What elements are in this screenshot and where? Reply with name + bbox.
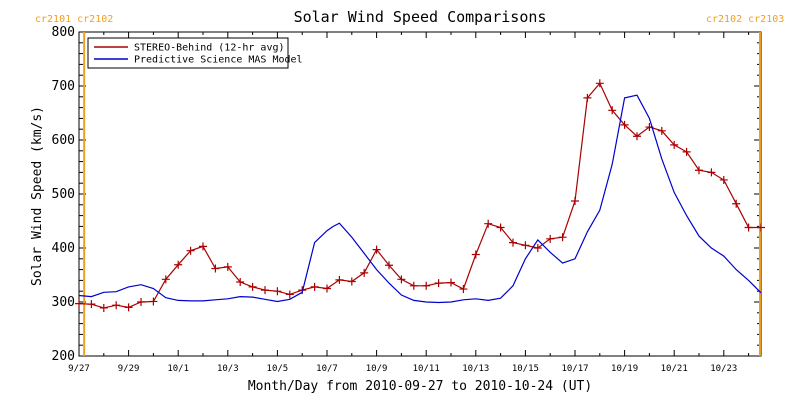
data-point	[360, 268, 369, 277]
data-point	[335, 275, 344, 284]
data-point	[434, 279, 443, 288]
x-tick-label: 10/23	[710, 364, 737, 374]
data-point	[546, 234, 555, 243]
data-point	[608, 106, 617, 115]
data-point	[471, 250, 480, 259]
data-point	[496, 223, 505, 232]
data-point	[657, 126, 666, 135]
y-tick-label: 300	[52, 295, 75, 310]
data-point	[744, 223, 753, 232]
data-point	[422, 281, 431, 290]
y-tick-label: 400	[52, 241, 75, 256]
data-point	[186, 246, 195, 255]
x-tick-label: 10/3	[217, 364, 239, 374]
x-tick-label: 9/27	[68, 364, 90, 374]
data-point	[211, 264, 220, 273]
y-axis: 200 300 400 500 600 700 800	[52, 25, 761, 364]
legend-label: Predictive Science MAS Model	[134, 55, 303, 66]
plot-frame	[78, 31, 762, 357]
carrington-marker-label: cr2101 cr2102	[35, 14, 113, 25]
x-tick-label: 10/5	[267, 364, 289, 374]
data-point	[719, 175, 728, 184]
x-tick-label: 10/1	[167, 364, 189, 374]
x-tick-label: 10/19	[611, 364, 638, 374]
x-axis: 9/27 9/29 10/1 10/3 10/5 10/7 10/9 10/11 10/13 10…	[68, 32, 750, 374]
data-point	[261, 286, 269, 295]
y-tick-label: 500	[52, 187, 75, 202]
data-point	[682, 147, 691, 156]
data-point	[533, 244, 542, 252]
data-point	[310, 282, 319, 291]
data-point	[248, 282, 257, 291]
data-point	[137, 298, 145, 306]
data-point	[509, 238, 517, 247]
x-tick-label: 10/17	[561, 364, 588, 374]
x-tick-label: 10/13	[462, 364, 489, 374]
data-point	[409, 281, 418, 290]
y-tick-label: 800	[52, 25, 75, 40]
carrington-markers: cr2101 cr2102 cr2102 cr2103	[35, 14, 784, 356]
x-tick-label: 9/29	[118, 364, 140, 374]
x-axis-label: Month/Day from 2010-09-27 to 2010-10-24 …	[248, 379, 592, 394]
series-line-0	[78, 82, 761, 309]
y-axis-label: Solar Wind Speed (km/s)	[30, 106, 45, 286]
x-tick-label: 10/7	[316, 364, 338, 374]
legend-label: STEREO-Behind (12-hr avg)	[134, 43, 285, 54]
carrington-marker-label: cr2102 cr2103	[706, 14, 784, 25]
data-point	[595, 79, 604, 88]
data-point	[558, 233, 567, 242]
data-point	[757, 223, 765, 232]
data-point	[459, 285, 468, 294]
data-point	[236, 278, 245, 287]
data-point	[285, 290, 294, 299]
data-point	[323, 284, 331, 293]
legend-box	[87, 37, 289, 69]
series-line-1	[78, 94, 762, 304]
y-tick-label: 200	[52, 349, 75, 364]
legend: STEREO-Behind (12-hr avg)Predictive Scie…	[87, 37, 303, 69]
data-point	[571, 197, 579, 206]
data-point	[124, 303, 133, 312]
data-point	[732, 199, 741, 208]
data-point	[521, 241, 530, 250]
data-point	[633, 132, 641, 141]
data-point	[397, 275, 406, 284]
x-tick-label: 10/9	[366, 364, 388, 374]
data-point	[583, 93, 592, 102]
data-point	[75, 299, 83, 308]
data-point	[670, 140, 679, 149]
data-point	[174, 260, 183, 269]
data-point	[161, 275, 170, 284]
data-point	[385, 261, 393, 270]
chart-title: Solar Wind Speed Comparisons	[294, 8, 547, 26]
data-point	[223, 262, 232, 271]
x-tick-label: 10/15	[512, 364, 539, 374]
data-point	[372, 245, 381, 254]
data-point	[149, 297, 158, 306]
data-point	[484, 219, 493, 228]
data-point	[199, 242, 207, 251]
x-tick-label: 10/21	[661, 364, 688, 374]
data-point	[620, 120, 629, 129]
data-point	[707, 168, 716, 177]
x-tick-label: 10/11	[413, 364, 440, 374]
series-layer	[75, 79, 765, 312]
y-tick-label: 600	[52, 133, 75, 148]
data-point	[112, 301, 121, 310]
data-point	[99, 303, 108, 312]
data-point	[447, 278, 455, 287]
y-tick-label: 700	[52, 79, 75, 94]
data-point	[87, 300, 96, 309]
data-point	[695, 166, 703, 175]
data-point	[273, 287, 282, 296]
data-point	[347, 277, 356, 286]
